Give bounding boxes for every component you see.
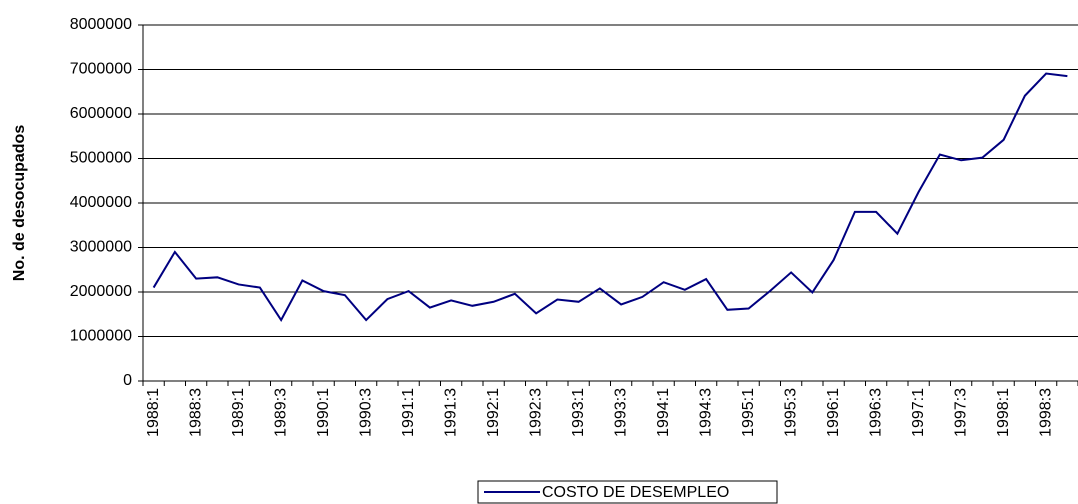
x-tick-label: 1993:3 xyxy=(612,388,629,437)
x-tick-label: 1993:1 xyxy=(570,388,587,437)
y-tick-label: 3000000 xyxy=(70,239,132,256)
x-tick-label: 1997:1 xyxy=(910,388,927,437)
line-series xyxy=(152,72,1068,322)
x-tick-label: 1995:1 xyxy=(740,388,757,437)
x-tick-label: 1990:1 xyxy=(315,388,332,437)
y-tick-label: 7000000 xyxy=(70,61,132,78)
x-tick-label: 1992:3 xyxy=(527,388,544,437)
x-tick-label: 1995:3 xyxy=(782,388,799,437)
x-tick-label: 1996:1 xyxy=(825,388,842,437)
y-tick-label: 4000000 xyxy=(70,194,132,211)
x-tick-label: 1992:1 xyxy=(485,388,502,437)
y-tick-label: 1000000 xyxy=(70,328,132,345)
x-tick-label: 1994:3 xyxy=(697,388,714,437)
x-tick-label: 1988:1 xyxy=(145,388,162,437)
legend-label: COSTO DE DESEMPLEO xyxy=(542,484,729,501)
y-tick-label: 6000000 xyxy=(70,105,132,122)
y-tick-label: 8000000 xyxy=(70,16,132,33)
y-axis-label: No. de desocupados xyxy=(11,125,28,282)
x-tick-label: 1994:1 xyxy=(655,388,672,437)
x-tick-label: 1990:3 xyxy=(357,388,374,437)
x-tick-label: 1991:3 xyxy=(442,388,459,437)
x-tick-label: 1998:1 xyxy=(995,388,1012,437)
legend-box xyxy=(477,480,778,504)
x-tick-label: 1996:3 xyxy=(867,388,884,437)
x-tick-label: 1998:3 xyxy=(1037,388,1054,437)
x-tick-label: 1989:3 xyxy=(272,388,289,437)
y-tick-label: 2000000 xyxy=(70,283,132,300)
x-tick-label: 1997:3 xyxy=(952,388,969,437)
y-tick-label: 0 xyxy=(123,372,132,389)
x-tick-label: 1988:3 xyxy=(187,388,204,437)
x-tick-label: 1991:1 xyxy=(400,388,417,437)
y-tick-label: 5000000 xyxy=(70,150,132,167)
x-tick-label: 1989:1 xyxy=(230,388,247,437)
